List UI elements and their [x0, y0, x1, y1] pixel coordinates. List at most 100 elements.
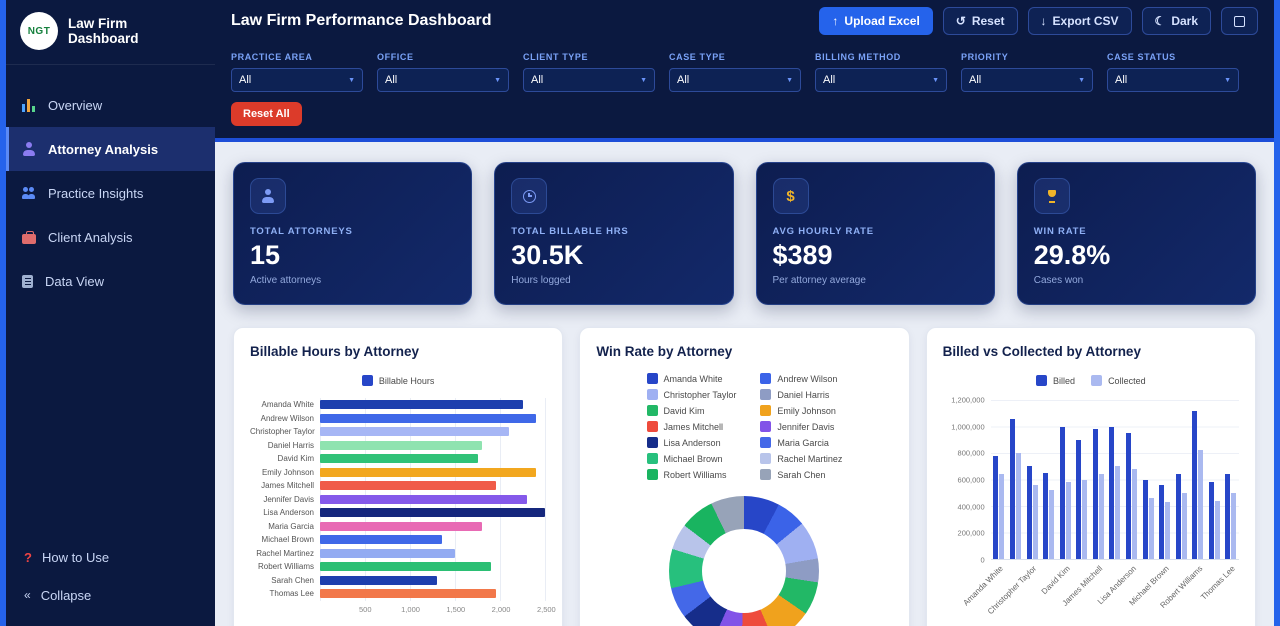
- stat-subtitle: Per attorney average: [772, 275, 866, 286]
- filter-select-value: All: [677, 74, 690, 86]
- reset-icon: ↺: [955, 14, 966, 28]
- stat-card-win-rate: WIN RATE 29.8% Cases won: [1016, 162, 1256, 305]
- filter-select-case-status[interactable]: All ▼: [1107, 68, 1239, 92]
- filter-select-value: All: [531, 74, 544, 86]
- filter-select-case-type[interactable]: All ▼: [669, 68, 801, 92]
- attorneys-icon: [261, 189, 275, 203]
- bar: [320, 413, 537, 423]
- legend-item-james-mitchell: James Mitchell: [646, 421, 737, 432]
- filter-label: CASE STATUS: [1107, 52, 1176, 62]
- chevron-down-icon: ▼: [348, 76, 355, 84]
- filter-case-status: CASE STATUS All ▼: [1107, 52, 1239, 92]
- bar-track: [320, 506, 547, 520]
- legend-item-amanda-white: Amanda White: [646, 373, 737, 384]
- legend-label: Jennifer Davis: [777, 421, 835, 432]
- bar-track: [320, 546, 547, 560]
- bar-group-david-kim: [1057, 400, 1074, 559]
- sidebar-item-overview[interactable]: Overview: [6, 83, 215, 127]
- sidebar-item-label: Client Analysis: [48, 229, 133, 245]
- reset-button[interactable]: ↺ Reset: [942, 7, 1018, 35]
- bar: [1010, 418, 1015, 559]
- filter-select-value: All: [969, 74, 982, 86]
- legend-item-rachel-martinez: Rachel Martinez: [760, 453, 842, 464]
- chevron-down-icon: ▼: [932, 76, 939, 84]
- sidebar-item-attorney-analysis[interactable]: Attorney Analysis: [6, 127, 215, 171]
- reset-all-button[interactable]: Reset All: [231, 102, 302, 126]
- sidebar-footer-collapse[interactable]: « Collapse: [6, 576, 215, 614]
- fullscreen-icon: [1234, 15, 1245, 27]
- bar-row-jennifer-davis: Jennifer Davis: [250, 492, 547, 506]
- bar-row-christopher-taylor: Christopher Taylor: [250, 425, 547, 439]
- sidebar-footer-how-to-use[interactable]: ? How to Use: [6, 538, 215, 576]
- button-label: Reset: [971, 14, 1005, 28]
- bar-label: Maria Garcia: [268, 521, 314, 531]
- filter-select-client-type[interactable]: All ▼: [523, 68, 655, 92]
- sidebar-item-practice-insights[interactable]: Practice Insights: [6, 171, 215, 215]
- bar-group-jennifer-davis: [1107, 400, 1124, 559]
- attorney-icon: [22, 142, 36, 156]
- filter-select-value: All: [1115, 74, 1128, 86]
- scrollbar[interactable]: [1274, 0, 1280, 626]
- legend-label: Michael Brown: [663, 453, 723, 464]
- dark-mode-icon: ☾: [1154, 14, 1166, 28]
- bar-row-sarah-chen: Sarah Chen: [250, 573, 547, 587]
- bar-label: Andrew Wilson: [260, 413, 314, 423]
- bar: [1198, 450, 1204, 559]
- main-area: Law Firm Performance Dashboard ↑ Upload E…: [215, 0, 1274, 626]
- legend-item-christopher-taylor: Christopher Taylor: [646, 389, 736, 400]
- export-csv-button[interactable]: ↓ Export CSV: [1027, 7, 1132, 35]
- practice-insights-icon: [22, 186, 36, 200]
- bar: [320, 467, 537, 477]
- stat-value: 29.8%: [1033, 240, 1111, 270]
- billable-hours-icon: [522, 189, 536, 203]
- chevron-down-icon: ▼: [1224, 76, 1231, 84]
- stat-subtitle: Hours logged: [511, 275, 571, 286]
- billed-collected-legend: Billed Collected: [943, 375, 1239, 386]
- legend-swatch: [646, 405, 658, 416]
- bar-row-lisa-anderson: Lisa Anderson: [250, 506, 547, 520]
- billed-collected-x-axis: Amanda White Christopher Taylor David Kim J…: [962, 560, 1239, 626]
- topbar: Law Firm Performance Dashboard ↑ Upload E…: [215, 0, 1274, 42]
- sidebar-footer: ? How to Use « Collapse: [6, 538, 215, 626]
- filter-label: OFFICE: [377, 52, 414, 62]
- dark-mode-button[interactable]: ☾ Dark: [1141, 7, 1211, 35]
- legend-item-andrew-wilson: Andrew Wilson: [760, 373, 842, 384]
- sidebar-item-client-analysis[interactable]: Client Analysis: [6, 215, 215, 259]
- y-tick-label: 1,000,000: [951, 422, 985, 432]
- legend-item-robert-williams: Robert Williams: [646, 469, 737, 480]
- legend-label: Billable Hours: [378, 375, 435, 386]
- stat-label: TOTAL ATTORNEYS: [250, 226, 353, 237]
- filter-select-practice-area[interactable]: All ▼: [231, 68, 363, 92]
- bar: [1181, 492, 1187, 559]
- bar: [1225, 474, 1231, 559]
- bar: [320, 400, 523, 410]
- overview-icon: [22, 98, 36, 112]
- bar: [1214, 500, 1220, 559]
- bar: [1192, 410, 1198, 559]
- topbar-actions: ↑ Upload Excel ↺ Reset ↓ Export CSV ☾ Dark: [819, 7, 1258, 35]
- bar-group-andrew-wilson: [1007, 400, 1024, 559]
- sidebar-item-data-view[interactable]: Data View: [6, 259, 215, 303]
- bar-group-michael-brown: [1156, 400, 1173, 559]
- legend-label: James Mitchell: [663, 421, 724, 432]
- bar-label: Robert Williams: [257, 562, 314, 572]
- bar-track: [320, 519, 547, 533]
- upload-excel-button[interactable]: ↑ Upload Excel: [819, 7, 933, 35]
- y-tick-label: 800,000: [957, 448, 985, 458]
- bar: [1231, 492, 1237, 559]
- bar-track: [320, 438, 547, 452]
- legend-swatch: [1091, 375, 1103, 386]
- filter-select-office[interactable]: All ▼: [377, 68, 509, 92]
- win-rate-icon: [1045, 189, 1059, 203]
- bar: [320, 562, 492, 572]
- filter-select-priority[interactable]: All ▼: [961, 68, 1093, 92]
- fullscreen-button[interactable]: [1221, 7, 1258, 35]
- bar: [1165, 502, 1171, 559]
- help-icon: ?: [24, 549, 32, 565]
- filter-select-billing-method[interactable]: All ▼: [815, 68, 947, 92]
- stat-card-total-billable-hrs: TOTAL BILLABLE HRS 30.5K Hours logged: [494, 162, 734, 305]
- legend-item-maria-garcia: Maria Garcia: [760, 437, 842, 448]
- filter-office: OFFICE All ▼: [377, 52, 509, 92]
- y-tick-label: 200,000: [957, 528, 985, 538]
- button-label: Dark: [1171, 14, 1198, 28]
